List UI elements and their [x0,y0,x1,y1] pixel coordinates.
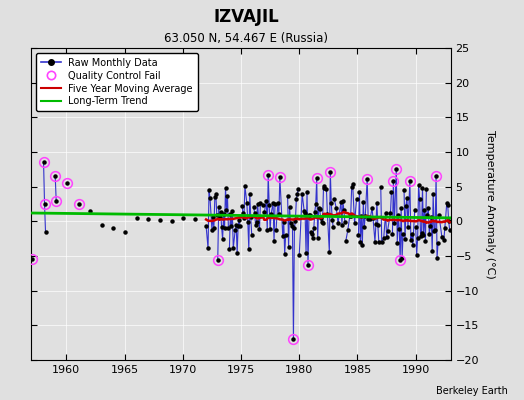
Text: IZVAJIL: IZVAJIL [213,8,279,26]
Text: 63.050 N, 54.467 E (Russia): 63.050 N, 54.467 E (Russia) [165,32,328,45]
Y-axis label: Temperature Anomaly (°C): Temperature Anomaly (°C) [485,130,495,278]
Text: Berkeley Earth: Berkeley Earth [436,386,508,396]
Legend: Raw Monthly Data, Quality Control Fail, Five Year Moving Average, Long-Term Tren: Raw Monthly Data, Quality Control Fail, … [36,53,198,111]
